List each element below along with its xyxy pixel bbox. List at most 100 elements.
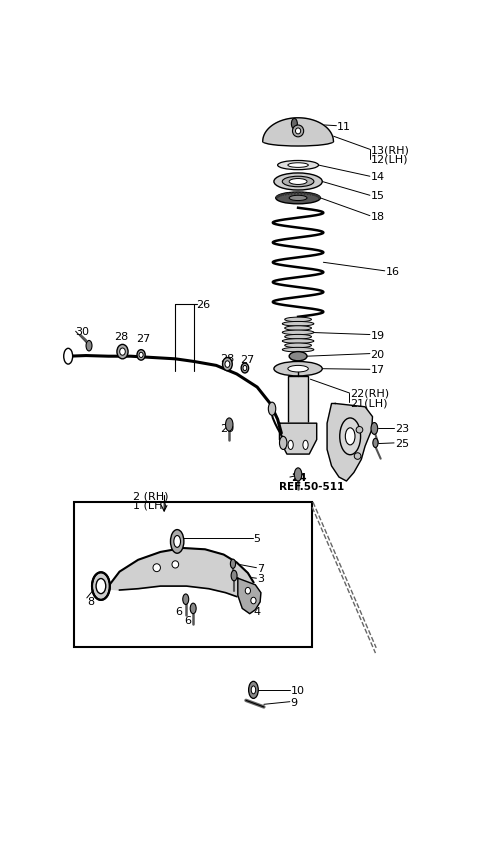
Ellipse shape (276, 193, 321, 204)
Ellipse shape (276, 197, 278, 199)
Circle shape (170, 530, 184, 554)
Circle shape (64, 349, 72, 365)
Circle shape (303, 440, 308, 450)
Ellipse shape (312, 194, 314, 197)
Text: REF.50-511: REF.50-511 (279, 481, 345, 491)
Text: 22(RH): 22(RH) (350, 389, 389, 399)
Text: 2 (RH): 2 (RH) (132, 491, 168, 501)
Text: 29: 29 (220, 424, 234, 434)
Text: 19: 19 (371, 330, 385, 340)
Circle shape (251, 686, 256, 694)
Ellipse shape (303, 193, 306, 196)
Circle shape (340, 418, 360, 455)
Text: 16: 16 (385, 267, 399, 277)
Ellipse shape (241, 364, 249, 373)
Text: 3: 3 (257, 573, 264, 584)
Polygon shape (327, 404, 372, 481)
Text: 9: 9 (290, 697, 298, 707)
Text: 18: 18 (371, 211, 385, 222)
Ellipse shape (318, 198, 321, 200)
Ellipse shape (280, 194, 282, 198)
Text: 1 (LH): 1 (LH) (132, 500, 167, 510)
Circle shape (294, 469, 302, 481)
Polygon shape (238, 579, 261, 614)
Text: 27: 27 (136, 333, 151, 343)
Ellipse shape (285, 326, 312, 331)
Ellipse shape (92, 573, 110, 600)
Ellipse shape (117, 345, 128, 360)
Ellipse shape (274, 362, 322, 377)
Circle shape (183, 595, 189, 605)
Ellipse shape (285, 193, 287, 196)
Circle shape (288, 440, 293, 450)
Circle shape (268, 403, 276, 416)
Ellipse shape (96, 579, 106, 594)
Ellipse shape (289, 352, 307, 361)
Ellipse shape (282, 331, 314, 336)
Circle shape (174, 536, 180, 548)
Ellipse shape (282, 194, 284, 197)
Ellipse shape (251, 597, 256, 604)
Ellipse shape (292, 126, 304, 138)
Text: 14: 14 (371, 172, 385, 182)
Ellipse shape (282, 339, 314, 344)
Ellipse shape (314, 194, 316, 198)
Polygon shape (263, 118, 334, 142)
Text: 23: 23 (395, 424, 409, 434)
Ellipse shape (294, 193, 296, 195)
Ellipse shape (277, 161, 319, 170)
Circle shape (231, 571, 237, 581)
Text: 17: 17 (371, 365, 385, 375)
Text: 15: 15 (371, 191, 384, 201)
Circle shape (190, 603, 196, 614)
Polygon shape (279, 423, 317, 454)
Text: 28: 28 (220, 353, 234, 363)
Circle shape (279, 437, 287, 450)
Ellipse shape (137, 350, 145, 360)
Circle shape (345, 429, 355, 446)
Text: 30: 30 (76, 327, 90, 337)
Ellipse shape (318, 197, 320, 199)
Ellipse shape (288, 193, 289, 196)
Ellipse shape (120, 348, 125, 356)
Circle shape (371, 423, 378, 435)
Ellipse shape (172, 561, 179, 568)
Text: 4: 4 (253, 607, 261, 616)
Ellipse shape (278, 195, 280, 198)
Ellipse shape (300, 193, 302, 195)
Text: 21(LH): 21(LH) (350, 398, 388, 408)
Ellipse shape (223, 358, 232, 371)
Ellipse shape (288, 164, 308, 168)
Text: 28: 28 (114, 331, 128, 342)
Ellipse shape (317, 196, 319, 199)
Ellipse shape (274, 174, 322, 191)
Text: 24: 24 (290, 473, 306, 482)
Ellipse shape (263, 138, 334, 147)
Ellipse shape (289, 179, 307, 185)
Circle shape (230, 560, 236, 568)
Text: 10: 10 (290, 685, 305, 695)
Ellipse shape (285, 318, 312, 322)
Circle shape (226, 418, 233, 432)
Text: 11: 11 (337, 122, 351, 131)
Polygon shape (107, 549, 253, 597)
Ellipse shape (285, 343, 312, 348)
Ellipse shape (282, 177, 314, 187)
Ellipse shape (245, 588, 251, 595)
Ellipse shape (288, 366, 308, 372)
Ellipse shape (225, 361, 230, 368)
Ellipse shape (354, 453, 361, 460)
Ellipse shape (307, 193, 309, 196)
Text: 6: 6 (185, 615, 192, 625)
Circle shape (249, 682, 258, 699)
Ellipse shape (296, 129, 300, 135)
Ellipse shape (310, 193, 312, 196)
Text: 20: 20 (371, 349, 385, 360)
Text: 27: 27 (240, 355, 254, 365)
Text: 8: 8 (87, 596, 95, 606)
Circle shape (291, 119, 297, 130)
Ellipse shape (297, 193, 299, 195)
Text: 13(RH): 13(RH) (371, 145, 409, 155)
Ellipse shape (285, 335, 312, 340)
Ellipse shape (139, 353, 143, 358)
